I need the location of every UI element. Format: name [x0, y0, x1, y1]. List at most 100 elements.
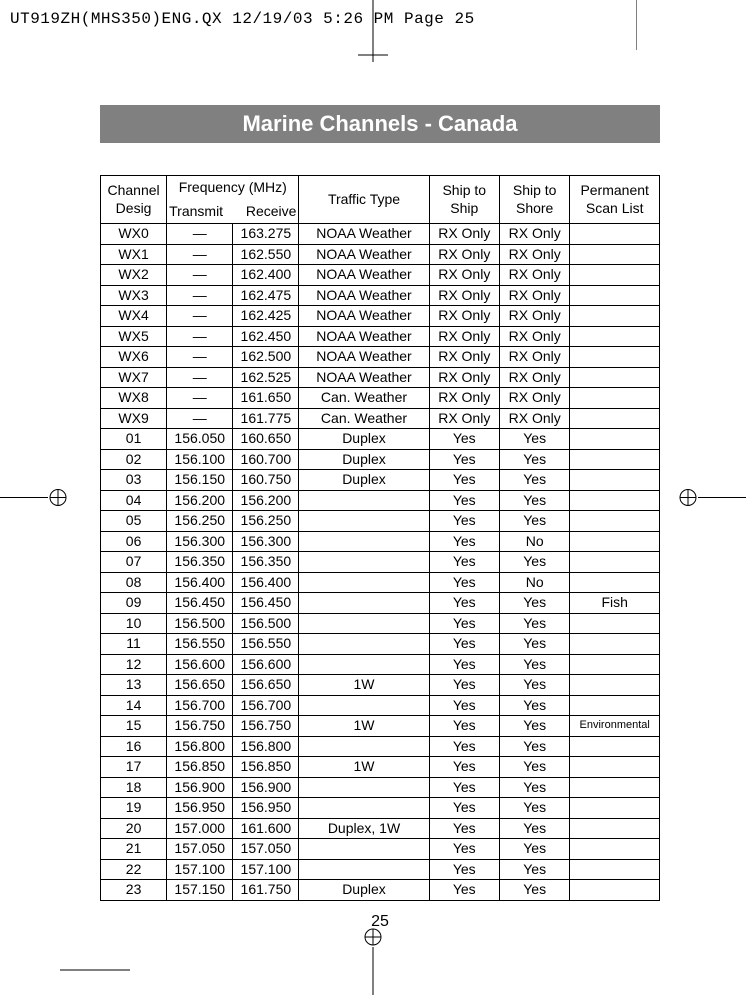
th-transmit: Transmit [167, 200, 233, 224]
cell-desig: 02 [101, 449, 167, 470]
crop-mark-bottom-left [60, 945, 130, 1000]
cell-tx: 156.550 [167, 634, 233, 655]
cell-ship: Yes [429, 511, 499, 532]
table-row: 18156.900156.900YesYes [101, 777, 660, 798]
cell-shore: Yes [499, 695, 569, 716]
cell-ship: Yes [429, 654, 499, 675]
cell-ship: Yes [429, 593, 499, 614]
cell-scan [570, 367, 660, 388]
cell-scan [570, 306, 660, 327]
cell-rx: 156.200 [233, 490, 299, 511]
cell-rx: 157.050 [233, 839, 299, 860]
table-row: 17156.850156.8501WYesYes [101, 757, 660, 778]
cell-traffic: NOAA Weather [299, 306, 429, 327]
cell-ship: RX Only [429, 244, 499, 265]
cell-tx: — [167, 306, 233, 327]
cell-traffic [299, 839, 429, 860]
cell-ship: RX Only [429, 326, 499, 347]
cell-traffic [299, 490, 429, 511]
cell-ship: RX Only [429, 265, 499, 286]
cell-rx: 156.400 [233, 572, 299, 593]
table-row: 08156.400156.400YesNo [101, 572, 660, 593]
cell-shore: Yes [499, 490, 569, 511]
cell-shore: Yes [499, 429, 569, 450]
table-row: 12156.600156.600YesYes [101, 654, 660, 675]
table-row: WX3—162.475NOAA WeatherRX OnlyRX Only [101, 285, 660, 306]
cell-shore: Yes [499, 634, 569, 655]
cell-tx: — [167, 326, 233, 347]
cell-ship: RX Only [429, 306, 499, 327]
cell-desig: 15 [101, 716, 167, 737]
cell-tx: 156.450 [167, 593, 233, 614]
cell-rx: 156.500 [233, 613, 299, 634]
cell-tx: — [167, 265, 233, 286]
cell-desig: 09 [101, 593, 167, 614]
cell-desig: WX1 [101, 244, 167, 265]
cell-desig: WX2 [101, 265, 167, 286]
cell-shore: Yes [499, 654, 569, 675]
cell-tx: — [167, 388, 233, 409]
crop-mark-bottom-center [358, 925, 388, 1000]
cell-desig: WX9 [101, 408, 167, 429]
th-ship-to-shore: Ship toShore [499, 176, 569, 224]
cell-shore: RX Only [499, 285, 569, 306]
cell-rx: 161.775 [233, 408, 299, 429]
cell-ship: Yes [429, 613, 499, 634]
cell-tx: 156.050 [167, 429, 233, 450]
cell-rx: 162.475 [233, 285, 299, 306]
cell-shore: RX Only [499, 265, 569, 286]
cell-rx: 162.525 [233, 367, 299, 388]
cell-traffic: 1W [299, 716, 429, 737]
th-traffic-type: Traffic Type [299, 176, 429, 224]
cell-tx: 156.300 [167, 531, 233, 552]
cell-shore: Yes [499, 449, 569, 470]
cell-shore: RX Only [499, 367, 569, 388]
cell-scan [570, 531, 660, 552]
cell-tx: 156.850 [167, 757, 233, 778]
cell-scan [570, 818, 660, 839]
cell-scan [570, 757, 660, 778]
channel-table: ChannelDesig Frequency (MHz) Traffic Typ… [100, 175, 660, 901]
cell-scan [570, 675, 660, 696]
cell-ship: Yes [429, 839, 499, 860]
cell-rx: 161.650 [233, 388, 299, 409]
th-scan-list: PermanentScan List [570, 176, 660, 224]
cell-desig: 19 [101, 798, 167, 819]
table-row: 14156.700156.700YesYes [101, 695, 660, 716]
cell-tx: 157.000 [167, 818, 233, 839]
cell-ship: Yes [429, 675, 499, 696]
cell-desig: WX8 [101, 388, 167, 409]
cell-ship: Yes [429, 470, 499, 491]
cell-traffic [299, 511, 429, 532]
cell-desig: 21 [101, 839, 167, 860]
cell-traffic: NOAA Weather [299, 285, 429, 306]
cell-traffic: NOAA Weather [299, 265, 429, 286]
cell-ship: RX Only [429, 388, 499, 409]
cell-scan [570, 777, 660, 798]
cell-traffic [299, 552, 429, 573]
print-header: UT919ZH(MHS350)ENG.QX 12/19/03 5:26 PM P… [10, 10, 475, 28]
cell-rx: 156.350 [233, 552, 299, 573]
cell-desig: 06 [101, 531, 167, 552]
cell-desig: 03 [101, 470, 167, 491]
cell-ship: RX Only [429, 367, 499, 388]
cell-shore: RX Only [499, 347, 569, 368]
cell-rx: 156.300 [233, 531, 299, 552]
cell-shore: Yes [499, 675, 569, 696]
cell-desig: 22 [101, 859, 167, 880]
cell-scan [570, 572, 660, 593]
cell-ship: Yes [429, 572, 499, 593]
cell-rx: 161.600 [233, 818, 299, 839]
table-row: WX9—161.775Can. WeatherRX OnlyRX Only [101, 408, 660, 429]
cell-rx: 157.100 [233, 859, 299, 880]
cell-scan [570, 511, 660, 532]
cell-ship: RX Only [429, 408, 499, 429]
cell-scan: Environmental [570, 716, 660, 737]
cell-shore: No [499, 531, 569, 552]
cell-scan [570, 859, 660, 880]
cell-traffic [299, 654, 429, 675]
cell-tx: — [167, 367, 233, 388]
table-row: WX7—162.525NOAA WeatherRX OnlyRX Only [101, 367, 660, 388]
cell-shore: RX Only [499, 326, 569, 347]
table-row: WX8—161.650Can. WeatherRX OnlyRX Only [101, 388, 660, 409]
